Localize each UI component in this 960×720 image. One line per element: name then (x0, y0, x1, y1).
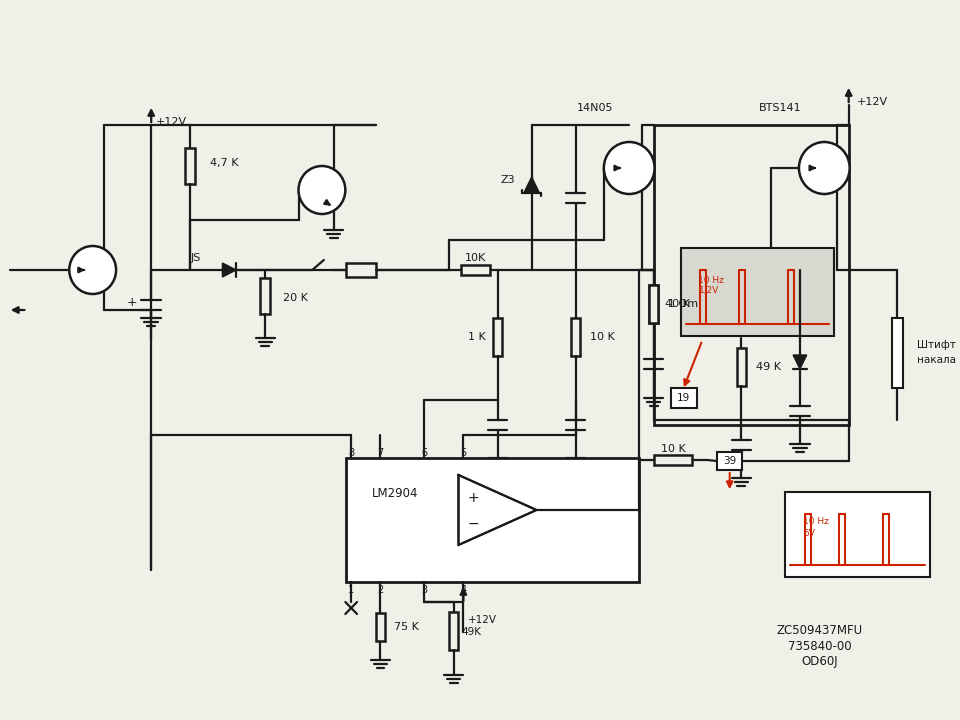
Bar (347, 458, 639, 582)
Text: ZC509437MFU: ZC509437MFU (777, 624, 862, 636)
Bar (649, 285, 659, 323)
Bar (570, 318, 581, 356)
Bar (448, 612, 459, 650)
Bar (655, 455, 692, 465)
Circle shape (799, 142, 850, 194)
Polygon shape (524, 177, 540, 193)
Text: LM2904: LM2904 (372, 487, 419, 500)
Text: 6: 6 (421, 448, 427, 458)
Circle shape (299, 166, 346, 214)
Text: 10K: 10K (465, 253, 486, 263)
Bar (654, 125, 849, 425)
Bar (461, 265, 491, 275)
Text: 10 K: 10 K (590, 332, 615, 342)
Text: 40 K: 40 K (665, 299, 690, 309)
Text: OD60J: OD60J (802, 655, 838, 668)
Polygon shape (223, 263, 236, 277)
Bar (260, 278, 270, 314)
Text: JS: JS (190, 253, 201, 263)
Text: 1 Om: 1 Om (668, 299, 698, 309)
Text: 49K: 49K (462, 627, 481, 637)
Text: 10 K: 10 K (660, 444, 685, 454)
Bar (649, 285, 659, 323)
Bar (717, 452, 742, 470)
Bar (375, 613, 385, 641)
Circle shape (69, 246, 116, 294)
Text: 5V: 5V (803, 529, 815, 539)
Text: 1 K: 1 K (468, 332, 486, 342)
Text: 20 K: 20 K (283, 293, 308, 303)
Text: 1,2V: 1,2V (699, 286, 719, 294)
Text: накала: накала (917, 355, 956, 365)
Text: 10 Hz: 10 Hz (699, 276, 725, 284)
Bar (736, 348, 746, 386)
Text: +: + (468, 491, 479, 505)
Text: 1: 1 (348, 585, 354, 595)
Text: +12V: +12V (156, 117, 187, 127)
Text: Z3: Z3 (500, 175, 516, 185)
Bar (681, 248, 834, 336)
Text: 7: 7 (377, 448, 384, 458)
Text: 4: 4 (460, 585, 467, 595)
Text: 14N05: 14N05 (577, 103, 613, 113)
Bar (185, 148, 195, 184)
Text: 3: 3 (421, 585, 427, 595)
Bar (671, 388, 697, 408)
Bar (892, 318, 903, 388)
Text: 75 K: 75 K (395, 622, 419, 632)
Text: 19: 19 (677, 393, 690, 403)
Text: 2: 2 (377, 585, 384, 595)
Text: 49 K: 49 K (756, 362, 781, 372)
Text: 5: 5 (460, 448, 467, 458)
Polygon shape (793, 355, 806, 369)
Text: +: + (127, 295, 137, 308)
Text: +12V: +12V (856, 97, 888, 107)
Text: 10 Hz: 10 Hz (803, 518, 828, 526)
Text: Штифт: Штифт (917, 340, 956, 350)
Text: +12V: +12V (468, 615, 497, 625)
Text: 4,7 K: 4,7 K (209, 158, 238, 168)
Text: 8: 8 (348, 448, 354, 458)
Bar (347, 263, 375, 277)
Bar (785, 492, 929, 577)
Text: 39: 39 (723, 456, 736, 466)
Text: 735840-00: 735840-00 (787, 639, 852, 652)
Bar (492, 318, 502, 356)
Text: −: − (468, 517, 479, 531)
Text: BTS141: BTS141 (759, 103, 802, 113)
Circle shape (604, 142, 655, 194)
